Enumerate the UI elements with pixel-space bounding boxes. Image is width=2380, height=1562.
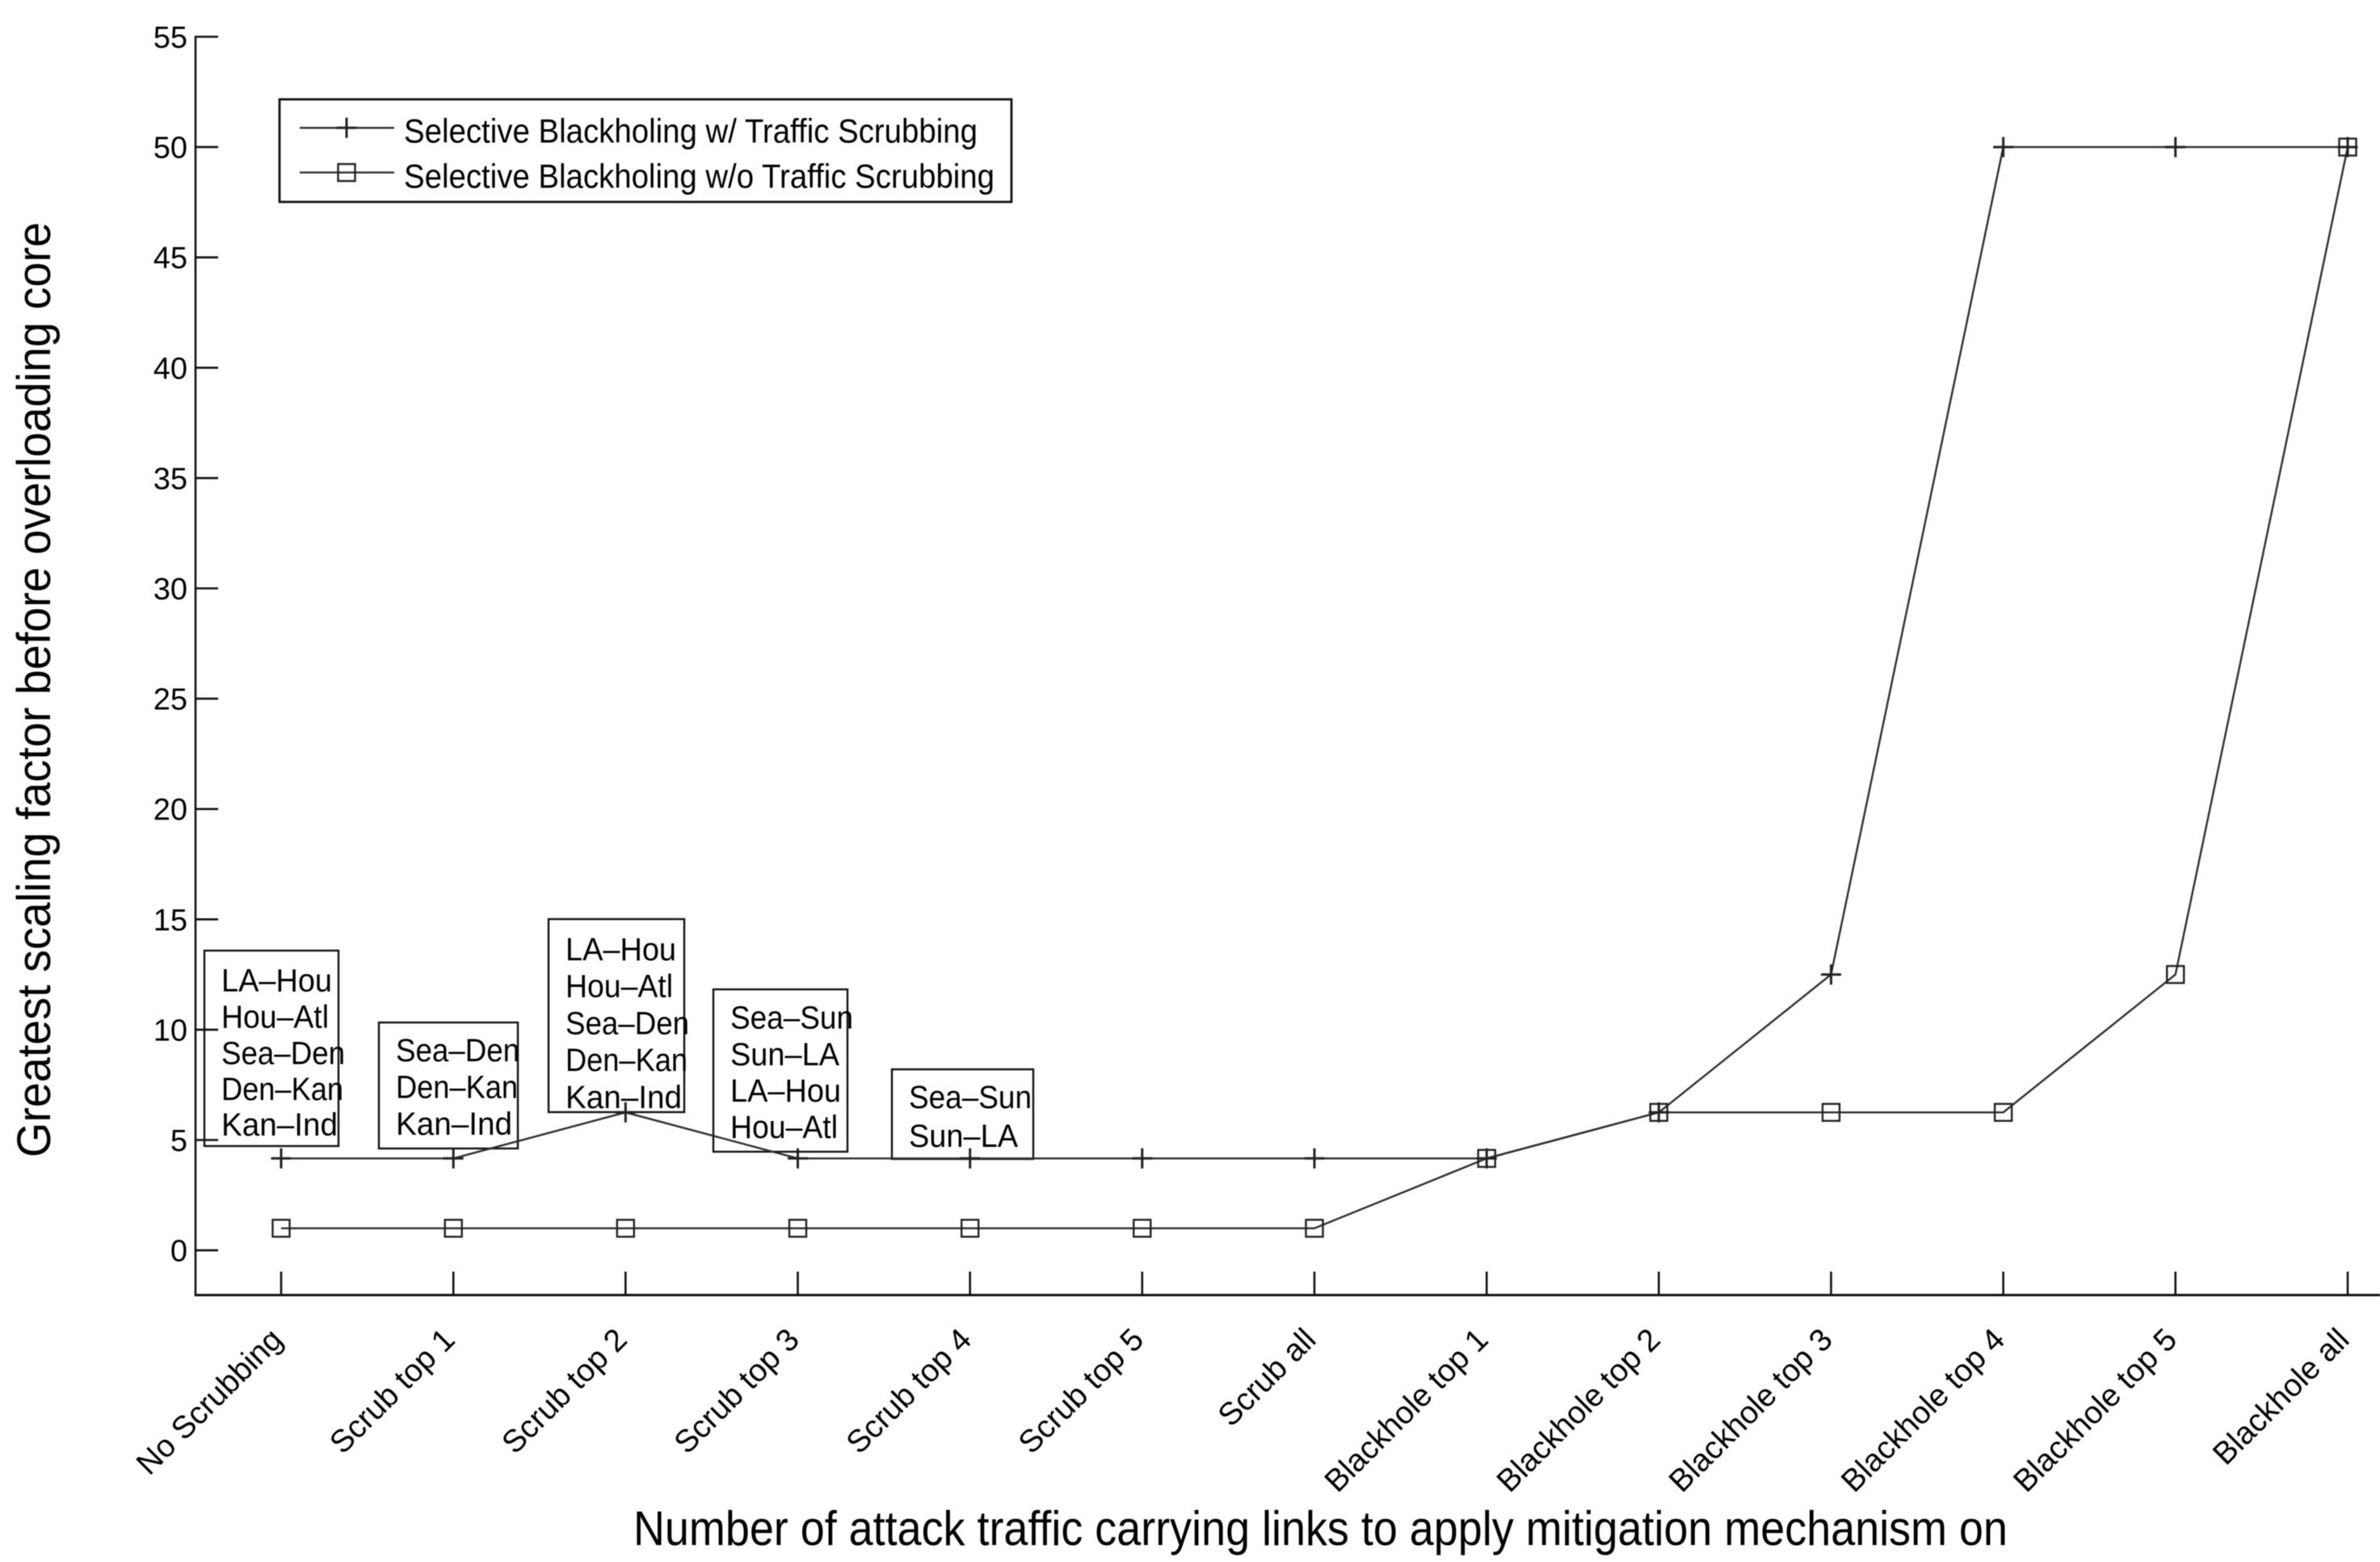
svg-text:25: 25 [153,683,187,717]
svg-text:LA–Hou: LA–Hou [221,964,332,999]
svg-text:Kan–Ind: Kan–Ind [566,1080,682,1115]
svg-text:10: 10 [153,1014,187,1048]
svg-text:Sea–Sun: Sea–Sun [730,1001,853,1036]
svg-text:Hou–Atl: Hou–Atl [566,969,673,1005]
svg-text:Sun–LA: Sun–LA [730,1037,839,1073]
svg-text:40: 40 [153,352,187,386]
svg-text:Number of attack traffic carry: Number of attack traffic carrying links … [633,1501,2008,1556]
svg-text:Kan–Ind: Kan–Ind [396,1106,512,1142]
svg-text:30: 30 [153,573,187,607]
svg-text:Selective Blackholing w/o Traf: Selective Blackholing w/o Traffic Scrubb… [404,157,994,195]
svg-text:50: 50 [153,132,187,166]
svg-text:35: 35 [153,462,187,496]
svg-text:Kan–Ind: Kan–Ind [221,1107,338,1143]
svg-text:20: 20 [153,793,187,827]
svg-text:Sea–Den: Sea–Den [221,1036,345,1072]
svg-text:LA–Hou: LA–Hou [566,932,676,968]
svg-text:55: 55 [153,21,187,55]
svg-text:0: 0 [170,1235,187,1269]
svg-text:LA–Hou: LA–Hou [730,1073,841,1109]
svg-text:Sea–Den: Sea–Den [396,1033,519,1069]
svg-text:Den–Kan: Den–Kan [566,1043,688,1078]
svg-text:45: 45 [153,241,187,275]
svg-text:Sea–Den: Sea–Den [566,1006,689,1042]
svg-text:Sun–LA: Sun–LA [909,1119,1018,1154]
svg-text:Den–Kan: Den–Kan [221,1072,343,1107]
svg-text:Greatest scaling factor before: Greatest scaling factor before overloadi… [8,222,61,1157]
svg-text:Den–Kan: Den–Kan [396,1070,518,1106]
svg-text:Hou–Atl: Hou–Atl [221,1000,329,1035]
svg-text:15: 15 [153,904,187,938]
svg-text:Selective Blackholing w/ Traff: Selective Blackholing w/ Traffic Scrubbi… [404,112,978,150]
svg-text:Hou–Atl: Hou–Atl [730,1110,838,1145]
svg-text:5: 5 [170,1124,187,1158]
svg-text:Sea–Sun: Sea–Sun [909,1080,1032,1115]
